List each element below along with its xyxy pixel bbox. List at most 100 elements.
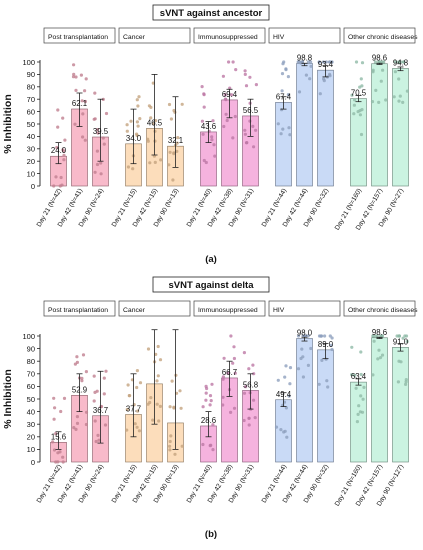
bar	[275, 102, 292, 187]
data-point	[324, 357, 328, 361]
data-label: 43.6	[201, 122, 216, 131]
data-point	[202, 105, 206, 109]
data-point	[221, 375, 225, 379]
data-point	[75, 415, 79, 419]
data-point	[157, 419, 161, 423]
data-point	[151, 81, 155, 85]
data-point	[175, 141, 179, 145]
data-point	[135, 133, 139, 138]
group-header-box	[343, 27, 416, 44]
group-header-label: HIV	[273, 307, 285, 314]
data-point	[284, 68, 288, 72]
data-point	[296, 334, 301, 338]
bar	[371, 63, 388, 187]
group-header-box	[43, 300, 116, 317]
data-point	[395, 334, 399, 338]
data-point	[168, 150, 172, 154]
data-point	[306, 363, 310, 367]
group-header-label: Other chronic diseases	[348, 34, 418, 41]
data-point	[62, 396, 67, 400]
data-point	[243, 128, 247, 132]
data-point	[280, 89, 284, 93]
data-point	[359, 394, 363, 398]
data-point	[377, 100, 381, 104]
data-point	[136, 104, 140, 108]
data-label: 93.4	[318, 60, 334, 69]
data-label: 91.0	[393, 337, 409, 346]
data-point	[173, 452, 177, 456]
y-tick-label: 90	[27, 70, 35, 79]
data-point	[52, 184, 56, 188]
data-point	[358, 113, 362, 117]
data-point	[83, 89, 87, 93]
data-point	[381, 68, 385, 72]
data-point	[102, 392, 106, 396]
data-point	[379, 79, 383, 83]
data-point	[210, 135, 214, 139]
data-point	[397, 334, 401, 338]
data-point	[306, 60, 310, 64]
data-point	[125, 129, 129, 133]
data-point	[359, 350, 363, 354]
data-point	[102, 376, 106, 380]
data-point	[175, 149, 179, 153]
data-point	[103, 423, 108, 427]
data-label: 49.4	[276, 390, 292, 399]
data-point	[296, 367, 301, 371]
data-point	[359, 132, 364, 137]
data-point	[81, 112, 85, 116]
data-point	[309, 60, 313, 64]
group-header-label: Immunosuppressed	[198, 34, 258, 41]
data-label: 63.4	[351, 372, 367, 381]
chart-title: sVNT against delta	[169, 280, 255, 291]
data-point	[360, 108, 364, 112]
group-header-label: Cancer	[123, 307, 146, 314]
data-point	[326, 385, 330, 389]
chart-panel-delta: sVNT against delta 0 10 20 30 40 50 60 70 80 90 100…	[2, 276, 418, 540]
data-point	[73, 122, 77, 126]
data-label: 98.0	[297, 329, 313, 338]
data-label: 32.1	[168, 136, 183, 145]
data-point	[322, 77, 326, 81]
y-tick-label: 70	[27, 370, 35, 379]
data-point	[61, 149, 66, 153]
data-point	[208, 403, 212, 407]
y-tick-label: 40	[27, 407, 35, 416]
data-point	[168, 405, 172, 409]
data-label: 98.6	[372, 328, 387, 337]
data-point	[404, 334, 409, 338]
data-point	[371, 70, 375, 74]
data-point	[320, 358, 324, 362]
data-point	[401, 336, 405, 340]
data-point	[222, 124, 226, 129]
data-point	[146, 139, 150, 143]
data-point	[58, 184, 62, 188]
data-point	[99, 161, 103, 165]
data-point	[59, 175, 63, 180]
data-point	[234, 68, 238, 72]
data-point	[168, 444, 172, 448]
data-point	[301, 334, 305, 338]
data-point	[126, 165, 130, 169]
data-point	[306, 334, 310, 338]
data-label: 39.5	[93, 127, 109, 136]
y-tick-label: 0	[31, 182, 35, 191]
data-point	[224, 112, 228, 116]
group-header-box	[118, 300, 191, 317]
data-point	[399, 60, 403, 64]
data-point	[283, 429, 287, 433]
data-point	[221, 377, 225, 381]
chart-panel-ancestor: sVNT against ancestor 0 10 20 30 40 50 60 70 80 90…	[2, 4, 418, 265]
data-point	[83, 138, 87, 142]
data-point	[373, 60, 377, 64]
y-tick-label: 60	[27, 382, 35, 391]
data-point	[321, 60, 326, 64]
data-point	[242, 418, 246, 423]
data-point	[402, 60, 406, 64]
data-point	[62, 153, 66, 157]
data-point	[404, 378, 408, 382]
data-point	[359, 372, 363, 377]
